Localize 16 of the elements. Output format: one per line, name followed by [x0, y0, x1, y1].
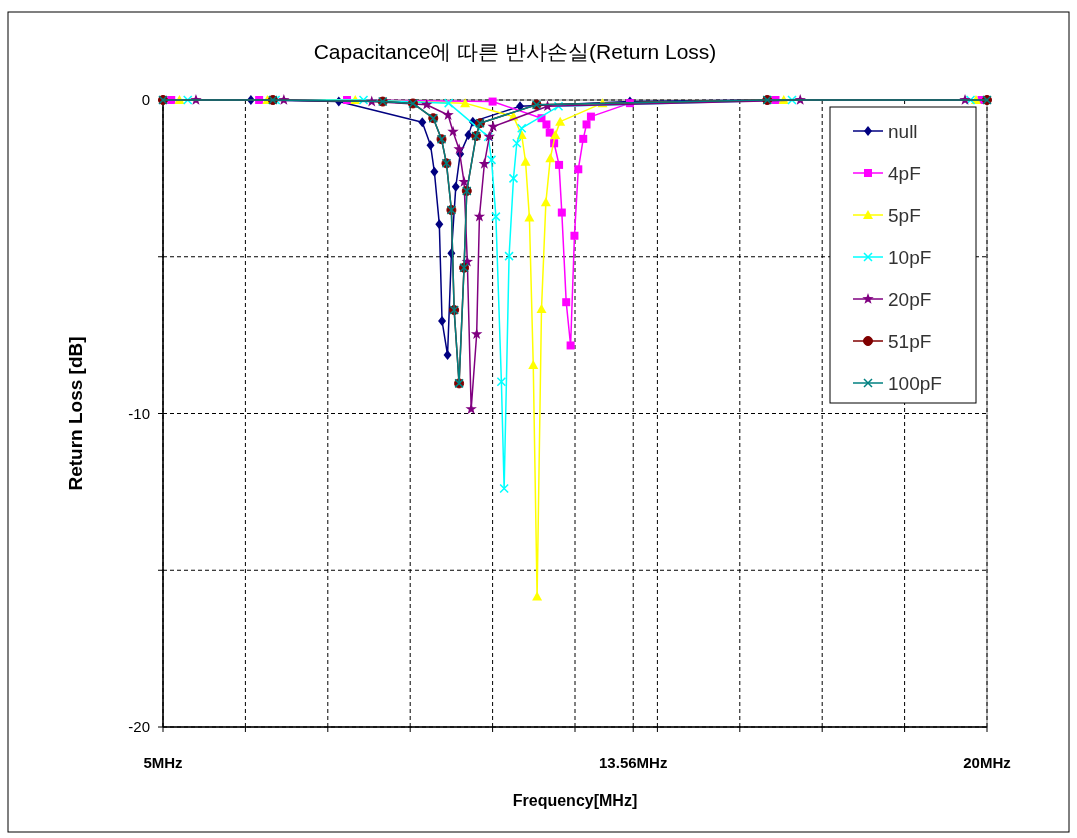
legend-label: null [888, 121, 918, 142]
legend-label: 4pF [888, 163, 921, 184]
x-tick-label: 20MHz [963, 754, 1011, 771]
legend-label: 10pF [888, 247, 932, 268]
y-tick-label: -10 [128, 404, 150, 422]
y-axis-title: Return Loss [dB] [65, 336, 86, 491]
y-tick-label: -20 [128, 718, 150, 735]
chart-title: Capacitance에 따른 반사손실(Return Loss) [313, 40, 717, 63]
x-axis-title: Frequency[MHz] [512, 792, 638, 809]
legend-label: 100pF [888, 373, 942, 394]
legend-label: 5pF [888, 205, 921, 226]
y-tick-label: 0 [141, 91, 150, 108]
x-tick-label: 5MHz [143, 754, 183, 771]
legend-label: 20pF [888, 289, 932, 310]
x-tick-label: 13.56MHz [599, 754, 668, 771]
legend-label: 51pF [888, 331, 932, 352]
